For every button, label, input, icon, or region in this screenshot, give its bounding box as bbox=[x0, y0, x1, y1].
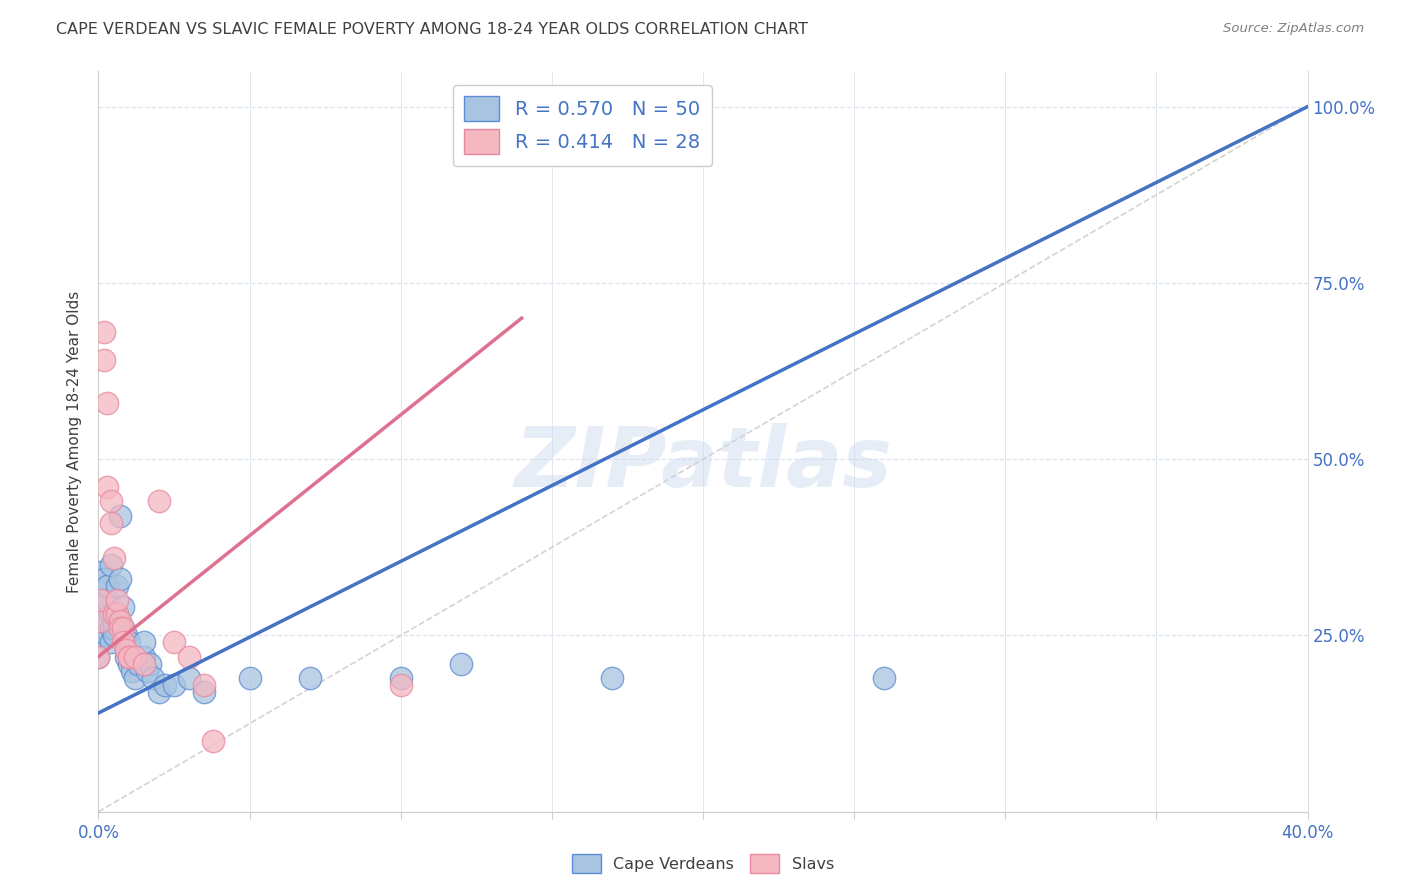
Point bbox=[100, 558, 122, 572]
Point bbox=[153, 678, 176, 692]
Point bbox=[202, 734, 225, 748]
Point bbox=[103, 621, 125, 635]
Point bbox=[114, 642, 136, 657]
Point bbox=[96, 593, 118, 607]
Point bbox=[111, 600, 134, 615]
Point bbox=[299, 671, 322, 685]
Point bbox=[127, 657, 149, 671]
Point bbox=[93, 621, 115, 635]
Point bbox=[132, 635, 155, 649]
Point bbox=[114, 628, 136, 642]
Point bbox=[100, 494, 122, 508]
Point bbox=[93, 325, 115, 339]
Point bbox=[389, 678, 412, 692]
Point bbox=[193, 685, 215, 699]
Point bbox=[87, 649, 110, 664]
Point bbox=[139, 657, 162, 671]
Point bbox=[90, 593, 112, 607]
Point bbox=[100, 621, 122, 635]
Point bbox=[100, 516, 122, 530]
Point bbox=[111, 621, 134, 635]
Point bbox=[100, 607, 122, 622]
Point bbox=[96, 396, 118, 410]
Point bbox=[90, 628, 112, 642]
Point bbox=[389, 671, 412, 685]
Point bbox=[142, 671, 165, 685]
Point bbox=[163, 635, 186, 649]
Point bbox=[121, 664, 143, 678]
Point bbox=[132, 657, 155, 671]
Point bbox=[93, 600, 115, 615]
Point bbox=[148, 494, 170, 508]
Point bbox=[179, 649, 201, 664]
Point bbox=[105, 593, 128, 607]
Point bbox=[124, 649, 146, 664]
Point bbox=[96, 615, 118, 629]
Legend: Cape Verdeans, Slavs: Cape Verdeans, Slavs bbox=[565, 847, 841, 880]
Point bbox=[105, 607, 128, 622]
Point bbox=[108, 508, 131, 523]
Point bbox=[93, 353, 115, 368]
Point bbox=[103, 550, 125, 565]
Point bbox=[93, 607, 115, 622]
Point bbox=[132, 649, 155, 664]
Point bbox=[105, 579, 128, 593]
Point bbox=[90, 615, 112, 629]
Point bbox=[118, 649, 141, 664]
Point bbox=[90, 565, 112, 579]
Point bbox=[124, 671, 146, 685]
Point bbox=[103, 628, 125, 642]
Legend: R = 0.570   N = 50, R = 0.414   N = 28: R = 0.570 N = 50, R = 0.414 N = 28 bbox=[453, 85, 711, 166]
Point bbox=[103, 607, 125, 622]
Point bbox=[193, 678, 215, 692]
Point bbox=[135, 664, 157, 678]
Point bbox=[179, 671, 201, 685]
Text: Source: ZipAtlas.com: Source: ZipAtlas.com bbox=[1223, 22, 1364, 36]
Point bbox=[87, 649, 110, 664]
Point bbox=[93, 572, 115, 586]
Point bbox=[108, 621, 131, 635]
Point bbox=[163, 678, 186, 692]
Y-axis label: Female Poverty Among 18-24 Year Olds: Female Poverty Among 18-24 Year Olds bbox=[67, 291, 83, 592]
Point bbox=[108, 615, 131, 629]
Point bbox=[105, 607, 128, 622]
Point bbox=[450, 657, 472, 671]
Point bbox=[108, 572, 131, 586]
Text: CAPE VERDEAN VS SLAVIC FEMALE POVERTY AMONG 18-24 YEAR OLDS CORRELATION CHART: CAPE VERDEAN VS SLAVIC FEMALE POVERTY AM… bbox=[56, 22, 808, 37]
Point bbox=[90, 615, 112, 629]
Point bbox=[602, 671, 624, 685]
Point bbox=[96, 628, 118, 642]
Point bbox=[118, 635, 141, 649]
Point bbox=[114, 649, 136, 664]
Point bbox=[118, 657, 141, 671]
Point bbox=[148, 685, 170, 699]
Point bbox=[96, 480, 118, 494]
Text: ZIPatlas: ZIPatlas bbox=[515, 423, 891, 504]
Point bbox=[100, 635, 122, 649]
Point bbox=[90, 593, 112, 607]
Point bbox=[118, 649, 141, 664]
Point bbox=[111, 635, 134, 649]
Point bbox=[96, 579, 118, 593]
Point bbox=[111, 621, 134, 635]
Point bbox=[239, 671, 262, 685]
Point bbox=[873, 671, 896, 685]
Point bbox=[103, 615, 125, 629]
